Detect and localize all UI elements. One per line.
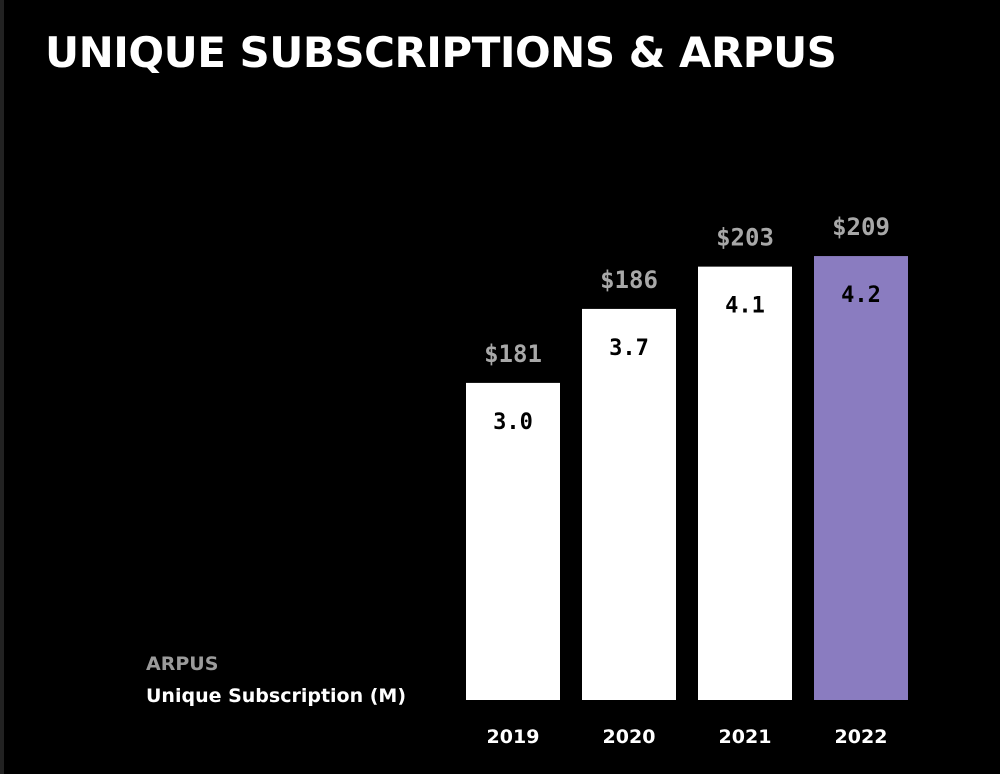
arpu-label-2020: $186 xyxy=(600,266,658,294)
year-label-2020: 2020 xyxy=(603,726,656,748)
arpu-label-2022: $209 xyxy=(832,213,890,241)
year-label-2019: 2019 xyxy=(487,726,540,748)
legend-arpus: ARPUS xyxy=(146,653,219,675)
subscription-label-2020: 3.7 xyxy=(609,336,649,361)
bar-2019 xyxy=(466,382,560,700)
bar-2021 xyxy=(698,266,792,700)
legend: ARPUS Unique Subscription (M) xyxy=(146,648,406,712)
bar-2022 xyxy=(814,256,908,700)
arpu-label-2021: $203 xyxy=(716,224,774,252)
bar-2020 xyxy=(582,308,676,700)
subscription-label-2019: 3.0 xyxy=(493,410,533,435)
arpu-label-2019: $181 xyxy=(484,340,542,368)
year-label-2022: 2022 xyxy=(835,726,888,748)
subscription-label-2021: 4.1 xyxy=(725,294,765,319)
page-title: UNIQUE SUBSCRIPTIONS & ARPUS xyxy=(45,28,837,77)
year-label-2021: 2021 xyxy=(719,726,772,748)
left-edge-border xyxy=(0,0,4,774)
legend-subscriptions: Unique Subscription (M) xyxy=(146,685,407,707)
subscription-label-2022: 4.2 xyxy=(841,283,881,308)
